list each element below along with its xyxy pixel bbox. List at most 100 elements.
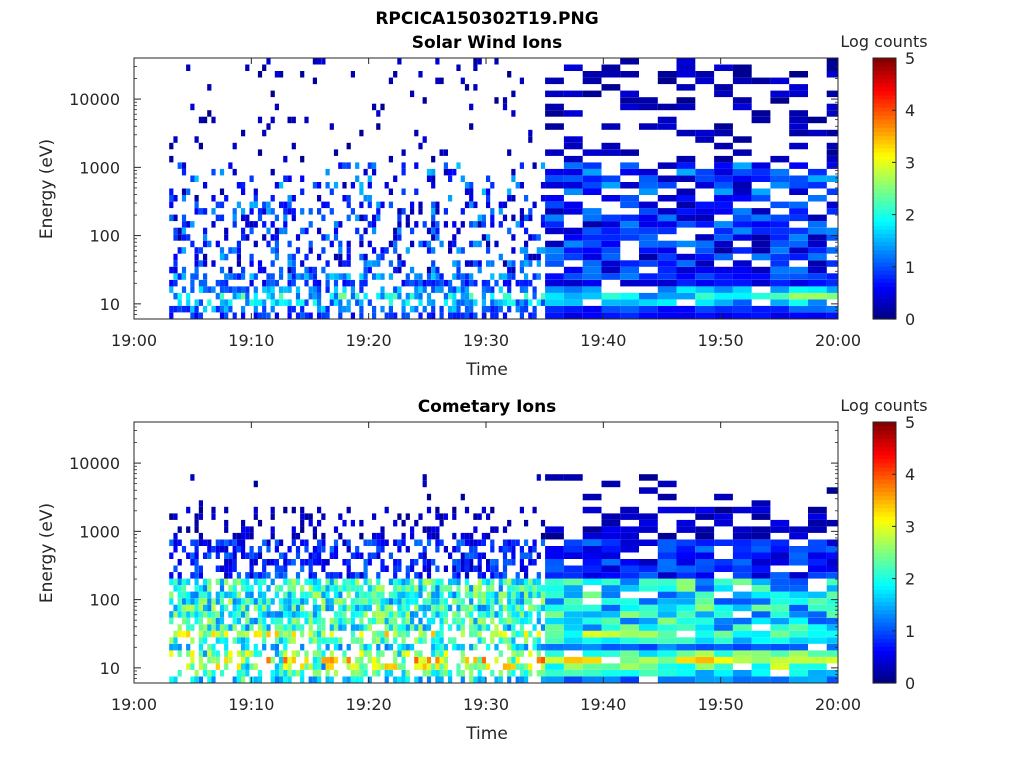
heatmap-cell (770, 591, 790, 599)
heatmap-cell (431, 155, 436, 163)
heatmap-cell (350, 637, 355, 644)
heatmap-cell (657, 559, 677, 566)
x-tick-label: 19:30 (463, 331, 509, 350)
heatmap-cell (524, 643, 529, 651)
heatmap-cell (770, 630, 790, 638)
heatmap-cell (342, 578, 347, 586)
heatmap-cell (367, 195, 372, 202)
heatmap-cell (342, 519, 347, 527)
heatmap-cell (563, 546, 583, 553)
heatmap-cell (714, 312, 733, 319)
heatmap-cell (528, 299, 533, 306)
x-tick-label: 20:00 (815, 695, 861, 714)
heatmap-cell (372, 247, 377, 254)
heatmap-cell (695, 578, 715, 586)
panel-title: Solar Wind Ions (412, 33, 563, 53)
heatmap-cell (405, 513, 410, 520)
heatmap-cell (620, 71, 639, 78)
heatmap-cell (380, 526, 385, 533)
heatmap-cell (397, 266, 402, 274)
heatmap-cell (262, 279, 267, 287)
heatmap-cell (507, 617, 512, 625)
heatmap-cell (173, 279, 178, 287)
heatmap-cell (211, 650, 216, 657)
heatmap-cell (321, 305, 326, 313)
heatmap-cell (388, 312, 393, 319)
heatmap-cell (426, 506, 432, 514)
heatmap-cell (224, 519, 229, 527)
heatmap-cell (312, 604, 317, 612)
heatmap-cell (443, 168, 448, 176)
heatmap-cell (714, 123, 733, 130)
heatmap-cell (426, 532, 432, 540)
heatmap-cell (283, 506, 288, 514)
heatmap-cell (245, 292, 250, 300)
heatmap-cell (620, 637, 639, 644)
colorbar-label: Log counts (840, 396, 927, 415)
heatmap-cell (376, 292, 381, 300)
heatmap-cell (469, 299, 474, 306)
heatmap-cell (532, 273, 537, 280)
heatmap-cell (325, 604, 330, 612)
heatmap-cell (695, 71, 715, 78)
heatmap-cell (507, 585, 512, 592)
heatmap-cell (295, 572, 301, 579)
heatmap-cell (346, 559, 351, 566)
heatmap-cell (511, 247, 516, 254)
heatmap-cell (410, 565, 415, 572)
heatmap-cell (545, 299, 564, 306)
heatmap-cell (236, 670, 241, 677)
heatmap-cell (714, 611, 733, 618)
colorbar-label: Log counts (840, 32, 927, 51)
heatmap-cell (291, 650, 296, 657)
heatmap-cell (620, 214, 639, 222)
heatmap-cell (245, 532, 250, 540)
heatmap-cell (443, 598, 448, 605)
heatmap-cell (410, 90, 415, 98)
heatmap-cell (676, 305, 696, 313)
heatmap-cell (317, 519, 322, 527)
heatmap-cell (173, 630, 178, 638)
heatmap-cell (342, 585, 347, 592)
heatmap-cell (826, 201, 838, 209)
heatmap-cell (329, 552, 334, 559)
heatmap-cell (469, 591, 474, 599)
heatmap-cell (751, 572, 771, 579)
heatmap-cell (397, 565, 402, 572)
heatmap-cell (808, 656, 827, 664)
heatmap-cell (401, 604, 406, 612)
heatmap-cell (350, 598, 355, 605)
heatmap-cell (198, 617, 203, 625)
heatmap-cell (346, 617, 351, 625)
colorbar-segment (873, 66, 896, 71)
heatmap-cell (194, 266, 199, 274)
heatmap-cell (295, 611, 301, 618)
heatmap-cell (333, 279, 339, 287)
heatmap-cell (304, 116, 309, 124)
heatmap-cell (439, 650, 444, 657)
heatmap-cell (397, 227, 402, 235)
heatmap-cell (359, 532, 364, 540)
heatmap-cell (321, 630, 326, 638)
heatmap-cell (695, 611, 715, 618)
heatmap-cell (770, 663, 790, 670)
heatmap-cell (808, 519, 827, 527)
heatmap-cell (359, 299, 364, 306)
heatmap-cell (524, 539, 529, 546)
heatmap-cell (308, 637, 313, 644)
heatmap-cell (384, 312, 389, 319)
heatmap-cell (397, 221, 402, 228)
heatmap-cell (401, 149, 406, 156)
heatmap-cell (232, 637, 237, 644)
heatmap-cell (308, 312, 313, 319)
heatmap-cell (241, 273, 246, 280)
heatmap-cell (515, 539, 520, 546)
heatmap-cell (317, 604, 322, 612)
heatmap-cell (528, 650, 533, 657)
heatmap-cell (601, 604, 621, 612)
heatmap-cell (274, 663, 279, 670)
heatmap-cell (464, 611, 470, 618)
heatmap-cell (439, 611, 444, 618)
heatmap-cell (545, 637, 564, 644)
heatmap-cell (181, 234, 187, 241)
